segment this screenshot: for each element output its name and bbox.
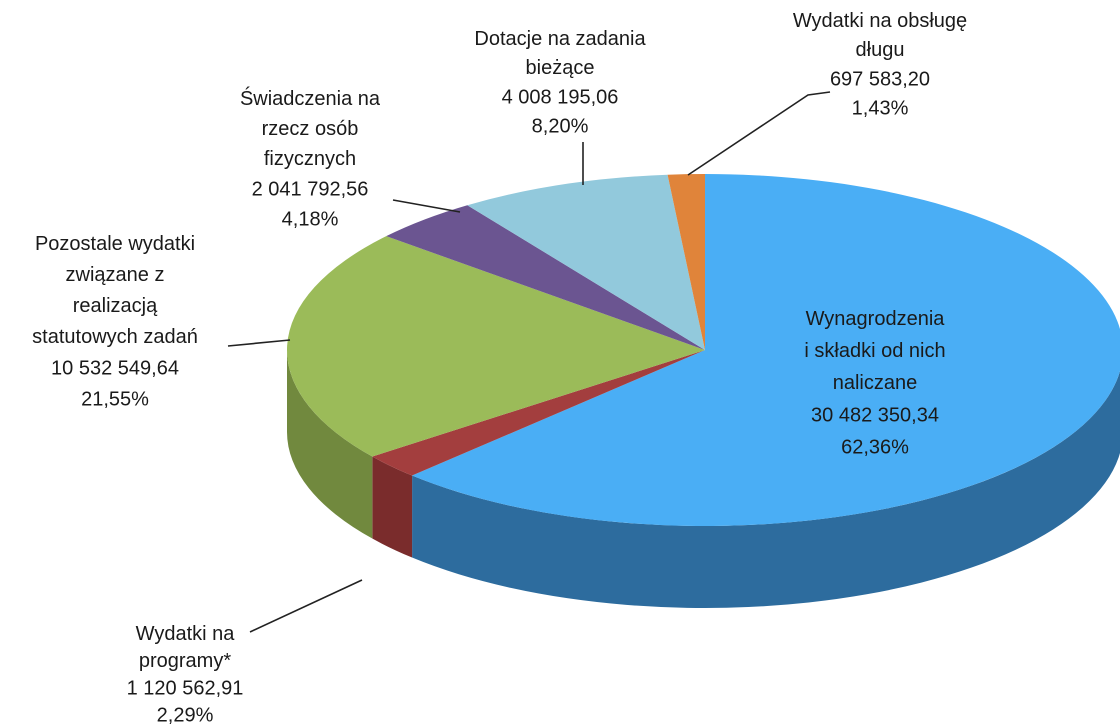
label-line: realizacją <box>73 295 158 317</box>
label-line: Dotacje na zadania <box>474 28 646 50</box>
slice-side <box>287 350 373 539</box>
category-label: Świadczenia na rzecz osób fizycznych <box>240 86 381 170</box>
percent-label: 4,18% <box>282 208 339 230</box>
slice <box>287 236 705 457</box>
value-label: 2 041 792,56 <box>252 178 369 200</box>
value-label: 10 532 549,64 <box>51 357 179 379</box>
label-line: Pozostale wydatki <box>35 233 195 255</box>
percent-label: 8,20% <box>532 115 589 137</box>
slice <box>372 350 705 476</box>
value-label: 1 120 562,91 <box>127 677 244 699</box>
value-label: 30 482 350,34 <box>811 404 939 426</box>
label-line: związane z <box>66 264 165 286</box>
percent-label: 21,55% <box>81 388 149 410</box>
category-label: Wynagrodzenia i składki od nich naliczane <box>804 308 945 394</box>
category-label: Pozostale wydatki związane z realizacją sta… <box>32 233 198 348</box>
percent-label: 62,36% <box>841 436 909 458</box>
slice <box>467 174 705 350</box>
value-label: 4 008 195,06 <box>502 86 619 108</box>
label-line: naliczane <box>833 372 918 394</box>
percent-label: 2,29% <box>157 704 214 726</box>
leader-line <box>227 339 291 347</box>
label-line: Wydatki na <box>136 623 236 645</box>
slice-side <box>412 370 1120 608</box>
label-line: statutowych zadań <box>32 326 198 348</box>
label-line: i składki od nich <box>804 340 945 362</box>
label-line: programy* <box>139 650 231 672</box>
value-label: 697 583,20 <box>830 68 930 90</box>
slice <box>386 205 705 350</box>
leader-line <box>687 91 831 176</box>
leader-line <box>392 199 461 213</box>
category-label: Wydatki na obsługę długu <box>793 10 967 61</box>
label-line: rzecz osób <box>262 118 359 140</box>
label-line: Świadczenia na <box>240 86 381 110</box>
label-line: Wydatki na obsługę <box>793 10 967 32</box>
label-line: długu <box>856 39 905 61</box>
slice <box>412 174 1120 526</box>
percent-label: 1,43% <box>852 97 909 119</box>
label-line: bieżące <box>526 57 595 79</box>
slice-side <box>372 456 413 558</box>
category-label: Wydatki na programy* <box>136 623 236 672</box>
label-line: fizycznych <box>264 148 356 170</box>
leader-line <box>249 579 363 633</box>
category-label: Dotacje na zadania bieżące <box>474 28 646 79</box>
label-line: Wynagrodzenia <box>806 308 946 330</box>
slice <box>667 174 705 350</box>
